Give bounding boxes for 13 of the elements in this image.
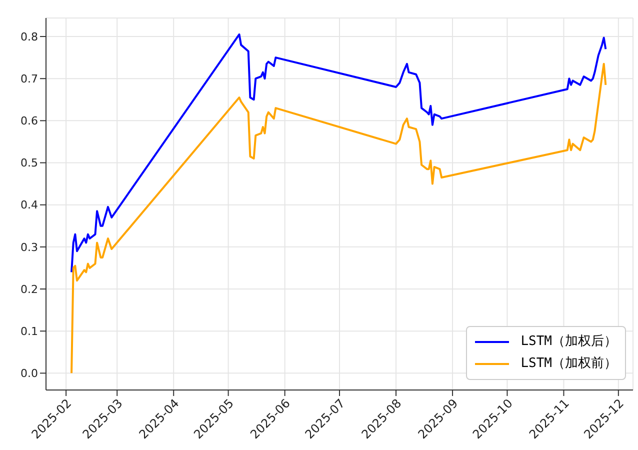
y-tick-label: 0.2 — [20, 282, 38, 296]
y-tick-label: 0.7 — [20, 72, 38, 86]
y-tick-label: 0.5 — [20, 156, 38, 170]
y-tick-label: 0.6 — [20, 114, 38, 128]
legend-label: LSTM（加权后） — [520, 333, 617, 351]
y-tick-label: 0.1 — [20, 324, 38, 338]
line-series — [70, 33, 607, 274]
y-tick-label: 0.3 — [20, 240, 38, 254]
y-tick-label: 0.8 — [20, 30, 38, 44]
y-tick-label: 0.4 — [20, 198, 38, 212]
line-series — [70, 62, 607, 374]
legend-label: LSTM（加权前） — [520, 355, 617, 373]
y-tick-label: 0.0 — [20, 367, 38, 380]
